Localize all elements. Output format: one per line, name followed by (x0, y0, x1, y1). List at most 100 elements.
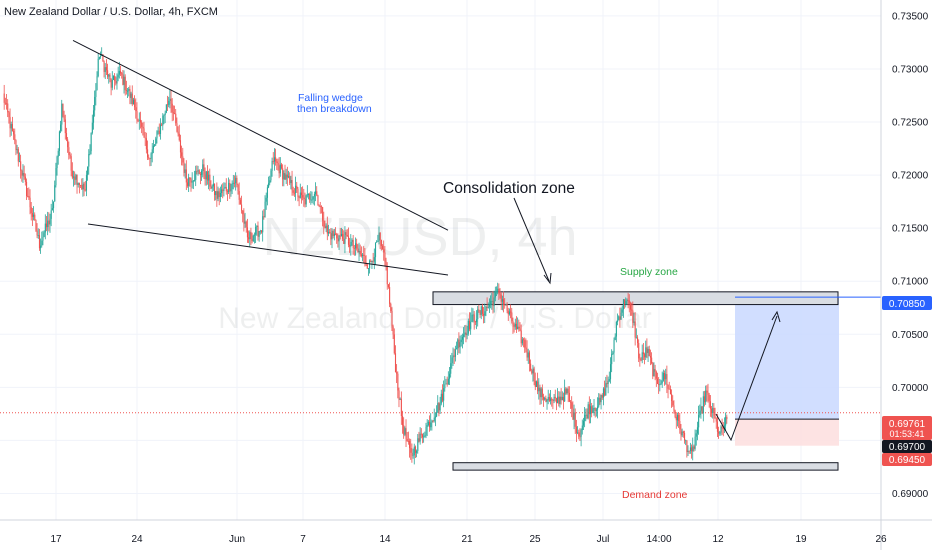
candle-body (491, 300, 493, 302)
candle-body (660, 383, 662, 385)
candle-body (585, 414, 587, 416)
candle-body (485, 306, 487, 312)
candle-body (533, 368, 535, 381)
candle-body (105, 67, 107, 71)
candle-body (181, 152, 183, 157)
candle-body (590, 406, 592, 415)
candle-body (634, 321, 636, 338)
candle-body (191, 181, 193, 183)
candle-body (306, 194, 308, 196)
price-axis[interactable]: 0.73500 0.73000 0.72500 0.72000 0.71500 0.710… (880, 0, 929, 550)
candle-body (233, 182, 236, 184)
candle-body (436, 412, 438, 417)
candle-body (98, 56, 100, 59)
candle-body (420, 433, 422, 435)
candle-body (62, 103, 64, 116)
candle-body (302, 195, 304, 198)
drawings-layer (72, 40, 781, 442)
candle-body (487, 306, 489, 308)
consolidation-label: Consolidation zone (443, 180, 575, 197)
candle-body (483, 313, 485, 316)
candle-body (498, 288, 500, 294)
candle-body (638, 342, 640, 359)
candle-body (477, 309, 479, 320)
time-tick-label: 14 (379, 534, 391, 545)
candle-body (641, 352, 643, 361)
candle-body (115, 81, 117, 84)
candle-body (159, 124, 162, 134)
candle-body (188, 177, 190, 186)
candle-body (161, 124, 163, 126)
candle-body (604, 388, 606, 396)
time-tick-label: Jul (597, 534, 610, 545)
candle-body (647, 349, 649, 353)
candle-body (203, 164, 205, 175)
time-tick-label: 24 (131, 534, 143, 545)
candle-body (472, 314, 474, 316)
candle-body (128, 88, 130, 91)
candle-body (258, 231, 260, 237)
candle-body (249, 232, 251, 240)
candle-body (402, 415, 404, 426)
candle-body (36, 230, 38, 236)
candle-body (270, 170, 272, 181)
candle-body (283, 173, 285, 180)
candle-body (64, 119, 66, 134)
time-tick-label: 25 (529, 534, 541, 545)
candle-body (137, 120, 139, 122)
candle-body (580, 430, 582, 437)
candle-body (308, 194, 310, 195)
candle-body (326, 225, 328, 234)
candle-body (447, 378, 449, 385)
candle-body (158, 130, 160, 134)
candle-body (280, 164, 283, 169)
candle-body (513, 325, 515, 327)
candle-body (186, 182, 189, 186)
candle-body (67, 139, 69, 148)
candle-body (714, 415, 716, 419)
candle-body (607, 380, 609, 385)
demand-zone-box (452, 462, 839, 471)
candle-body (454, 349, 456, 357)
candle-body (493, 297, 495, 306)
projection-arrowhead (771, 310, 781, 323)
candle-body (494, 291, 496, 298)
candle-body (471, 314, 473, 322)
candle-body (399, 398, 401, 400)
time-tick-label: 21 (461, 534, 473, 545)
time-tick-label: 26 (875, 534, 887, 545)
candle-body (457, 339, 459, 349)
candle-body (595, 409, 597, 411)
candle-body (344, 232, 346, 244)
candle-body (726, 416, 728, 420)
candle-body (581, 425, 583, 431)
candle-body (231, 183, 233, 190)
candle-body (721, 426, 723, 429)
candle-body (109, 74, 111, 80)
candle-body (45, 223, 48, 228)
candle-body (238, 191, 240, 200)
candle-body (552, 400, 554, 402)
candle-body (441, 393, 444, 401)
candle-body (492, 300, 494, 306)
candle-body (564, 388, 566, 402)
candle-body (244, 221, 246, 224)
candle-body (458, 339, 460, 348)
candle-body (346, 235, 348, 237)
candle-body (170, 98, 172, 104)
candle-body (21, 170, 23, 176)
candle-body (80, 184, 82, 186)
time-axis[interactable]: 17 24 Jun 7 14 21 25 Jul 14:00 12 19 26 (0, 519, 932, 545)
candle-body (276, 161, 278, 163)
candle-body (691, 447, 693, 452)
candle-body (169, 98, 171, 101)
candle-body (27, 195, 29, 197)
candle-body (26, 181, 28, 196)
candle-body (682, 431, 684, 433)
candle-body (192, 180, 194, 182)
candle-body (17, 149, 19, 162)
candle-body (664, 373, 666, 380)
candle-body (235, 177, 237, 184)
candle-body (9, 117, 11, 129)
